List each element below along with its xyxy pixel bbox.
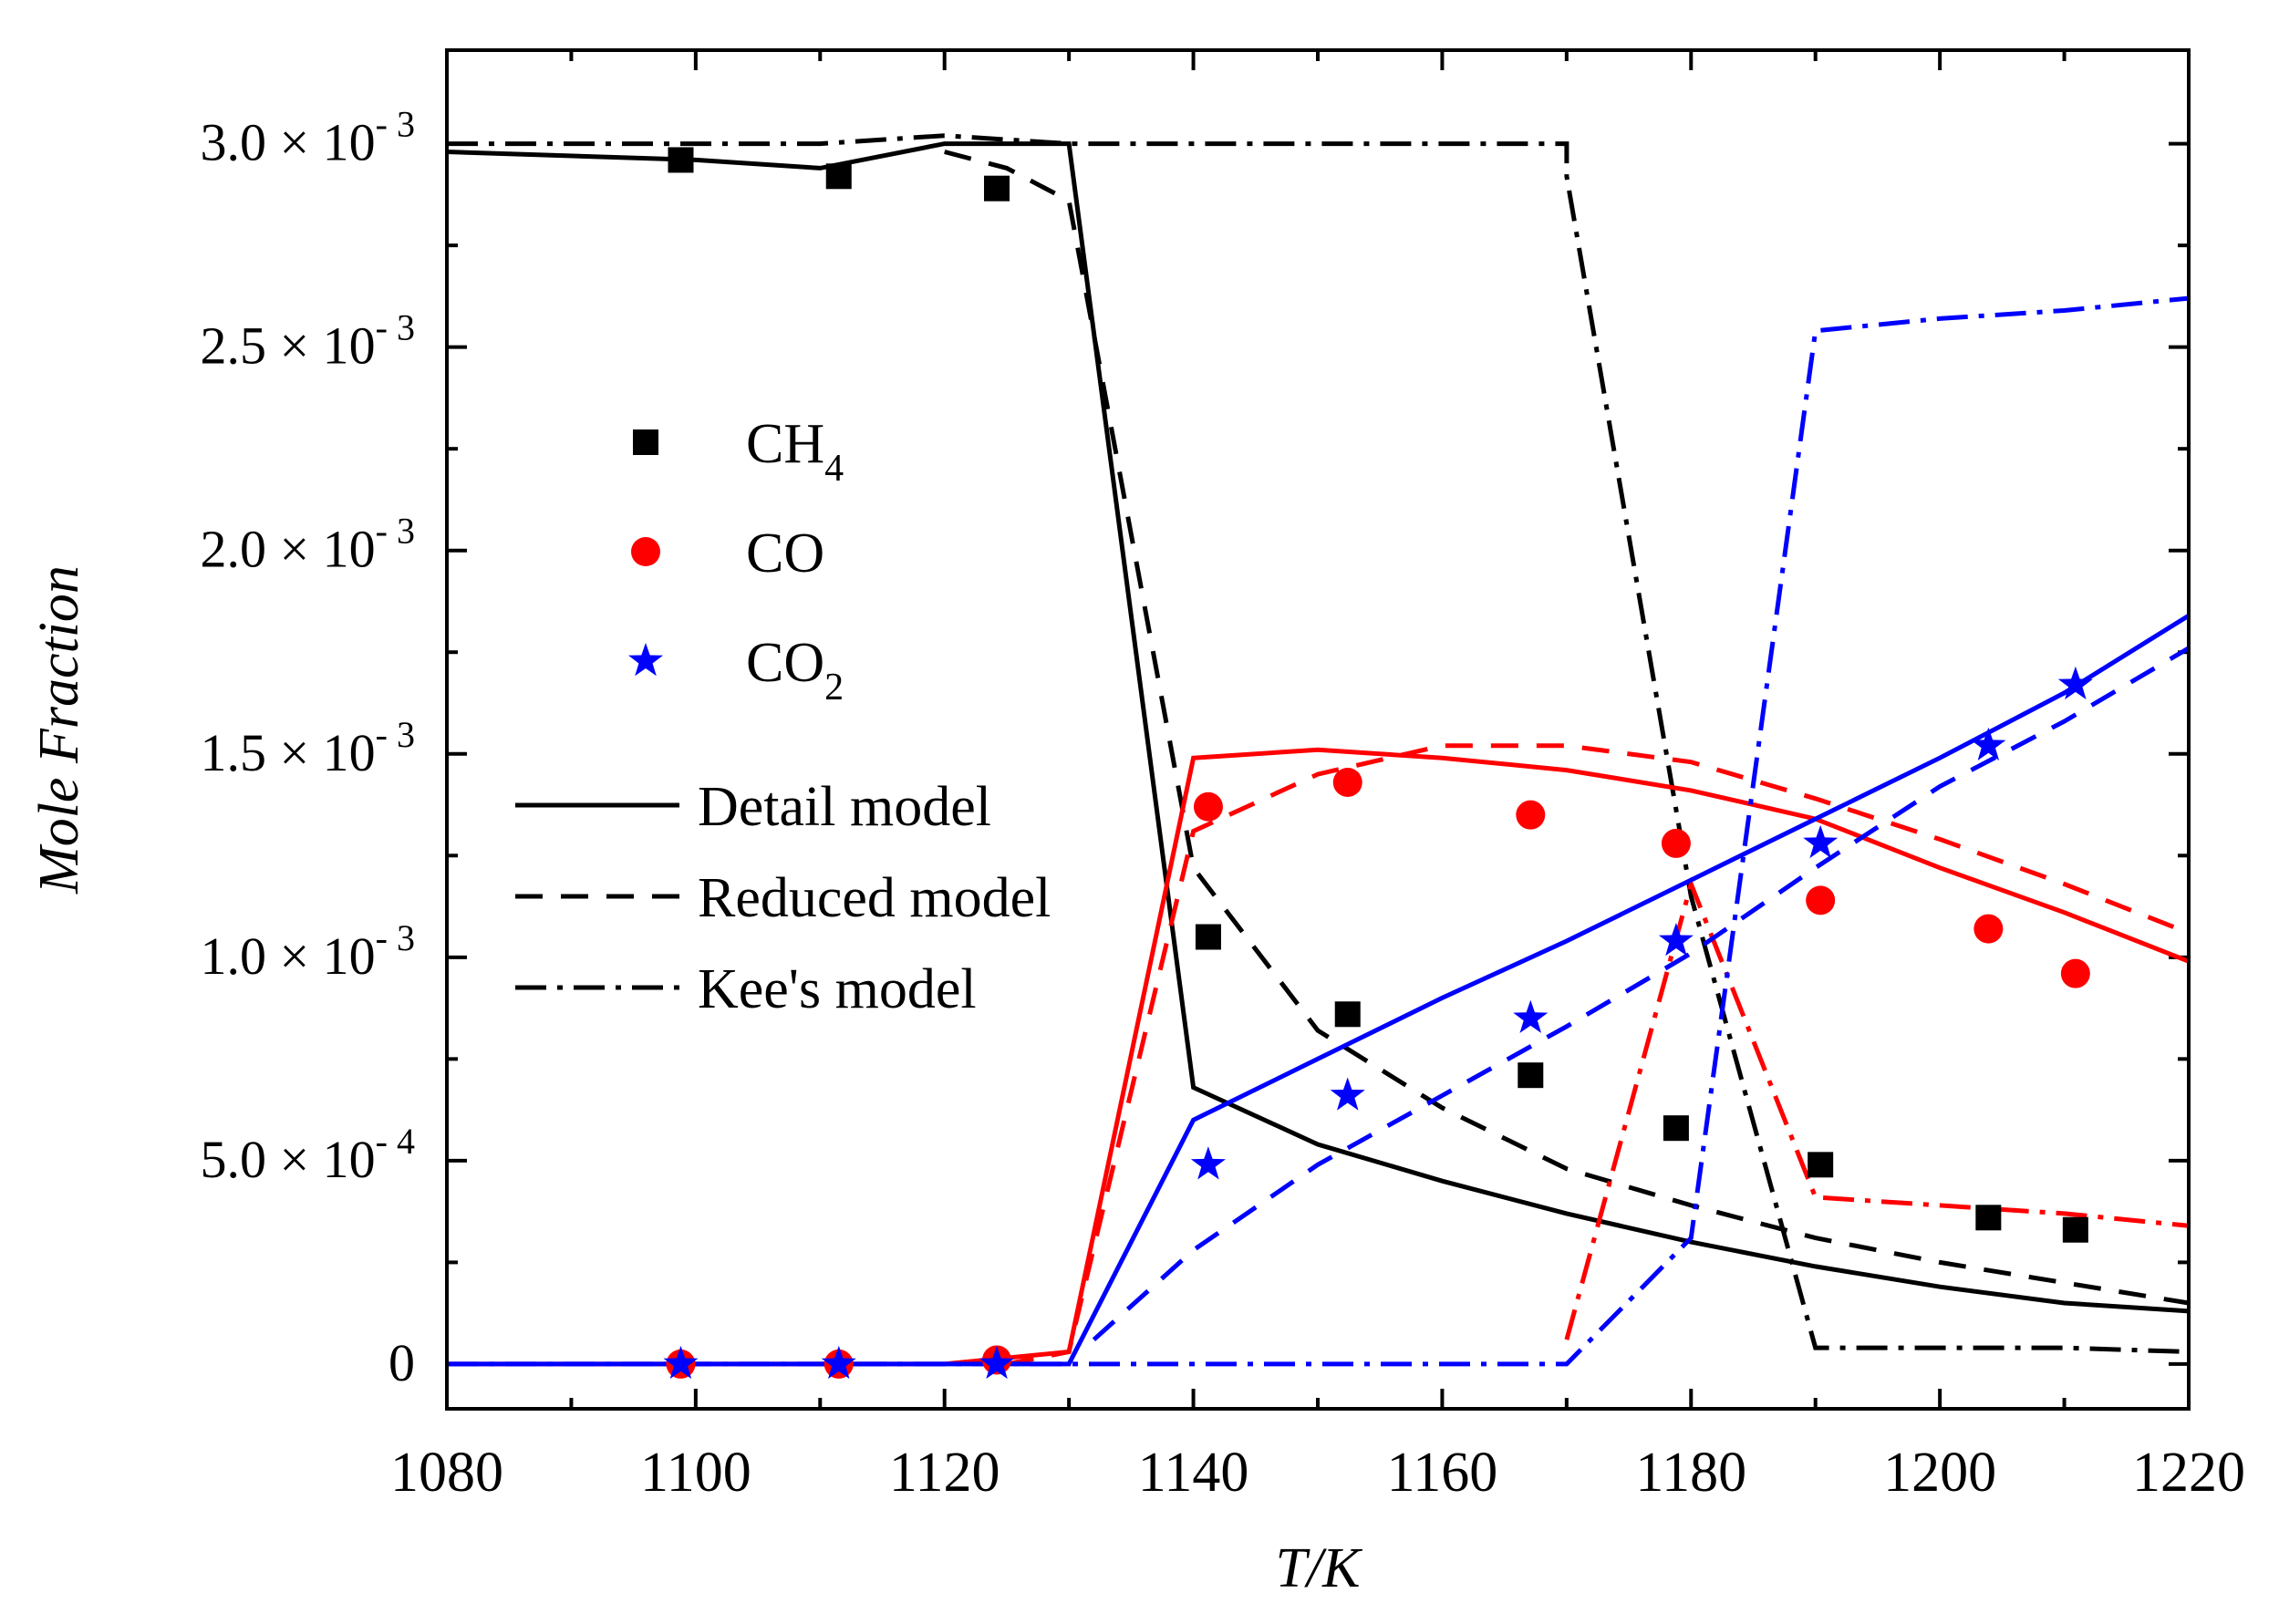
y-tick-exponent: - 3: [376, 104, 415, 145]
data-point-co: [1193, 791, 1223, 822]
x-tick-label: 1120: [889, 1442, 1000, 1504]
y-tick-label: 1.5 × 10- 3: [200, 714, 415, 782]
data-point-co2: [1971, 727, 2006, 760]
series-line-co2-kee: [447, 295, 2190, 1367]
y-tick-exponent: - 4: [376, 1121, 415, 1162]
data-point-co2: [1803, 824, 1839, 859]
legend-marker-ch4: [633, 429, 658, 455]
legend-label-base: CH: [746, 413, 824, 475]
x-tick-label: 1100: [640, 1442, 751, 1504]
y-tick-label: 5.0 × 10- 4: [200, 1121, 415, 1189]
data-point-co: [1806, 885, 1836, 915]
data-point-ch4: [668, 147, 694, 173]
series-line-co2-reduced: [1092, 646, 2191, 1342]
y-tick-mantissa: 1.0 × 10: [200, 926, 375, 986]
data-point-co2: [663, 1345, 699, 1380]
data-point-co2: [821, 1345, 856, 1380]
y-tick-exponent: - 3: [376, 307, 415, 348]
legend-label-model: Detail model: [698, 776, 991, 838]
y-tick-exponent: - 3: [376, 917, 415, 958]
data-point-co2: [979, 1345, 1014, 1380]
data-point-ch4: [1663, 1115, 1689, 1142]
data-point-co2: [1330, 1077, 1365, 1111]
series-line-ch4-kee: [447, 133, 2190, 1354]
data-point-ch4: [2062, 1216, 2088, 1243]
y-tick-label: 2.0 × 10- 3: [200, 511, 415, 579]
legend-label-model: Kee's model: [698, 958, 977, 1020]
x-tick-label: 1180: [1635, 1442, 1746, 1504]
data-point-co2: [1190, 1146, 1226, 1180]
x-tick-label: 1200: [1883, 1442, 1996, 1504]
y-tick-mantissa: 3.0 × 10: [200, 113, 375, 172]
series-line-ch4-reduced: [944, 150, 2190, 1306]
legend-label-model: Reduced model: [698, 867, 1051, 929]
data-point-ch4: [825, 163, 852, 190]
data-point-ch4: [1808, 1152, 1834, 1178]
axes-layer: 1080 1100 1120 1140 1160 1180 1200 1220 0 5.0 × 1…: [200, 50, 2245, 1504]
legend-marker-co2: [628, 643, 663, 677]
data-point-co2: [1658, 923, 1694, 957]
series-line-co-reduced: [1006, 743, 2190, 1367]
legend-label-co2: CO2: [746, 632, 844, 709]
data-point-co: [1661, 828, 1691, 858]
y-tick-mantissa: 2.0 × 10: [200, 520, 375, 579]
data-point-ch4: [1334, 1001, 1361, 1028]
y-tick-label: 2.5 × 10- 3: [200, 307, 415, 376]
data-point-co2: [2057, 666, 2093, 700]
data-point-ch4: [1518, 1062, 1544, 1089]
y-tick-label: 0: [388, 1333, 415, 1392]
legend-marker-co: [631, 537, 660, 566]
x-tick-label: 1080: [390, 1442, 503, 1504]
y-axis-title: Mole Fraction: [28, 565, 90, 895]
marker-layer: [663, 147, 2093, 1380]
y-tick-exponent: - 3: [376, 714, 415, 755]
legend-label-co: CO: [746, 522, 824, 584]
legend-label-subscript: 4: [824, 448, 844, 490]
data-point-co: [1332, 767, 1362, 797]
y-tick-mantissa: 5.0 × 10: [200, 1130, 375, 1189]
data-point-co: [1973, 914, 2004, 944]
x-tick-label: 1220: [2132, 1442, 2245, 1504]
data-point-ch4: [1975, 1205, 2002, 1231]
data-point-co2: [1513, 999, 1549, 1033]
y-tick-label: 1.0 × 10- 3: [200, 917, 415, 986]
y-tick-label: 3.0 × 10- 3: [200, 104, 415, 172]
plot-frame: [445, 48, 2191, 1411]
x-tick-label: 1140: [1138, 1442, 1249, 1504]
data-point-ch4: [1195, 924, 1221, 950]
y-tick-mantissa: 2.5 × 10: [200, 316, 375, 376]
x-tick-label: 1160: [1387, 1442, 1498, 1504]
data-point-co: [1516, 800, 1546, 830]
data-point-co: [2060, 958, 2090, 988]
y-tick-exponent: - 3: [376, 511, 415, 552]
legend-label-subscript: 2: [824, 667, 844, 709]
series-line-co-kee: [1564, 876, 2190, 1340]
x-axis-title: T/K: [1275, 1537, 1363, 1599]
data-point-ch4: [984, 175, 1010, 202]
legend-label-ch4: CH4: [746, 413, 844, 490]
y-tick-mantissa: 1.5 × 10: [200, 723, 375, 782]
legend-label-base: CO: [746, 632, 824, 694]
legend-label-base: CO: [746, 522, 824, 584]
